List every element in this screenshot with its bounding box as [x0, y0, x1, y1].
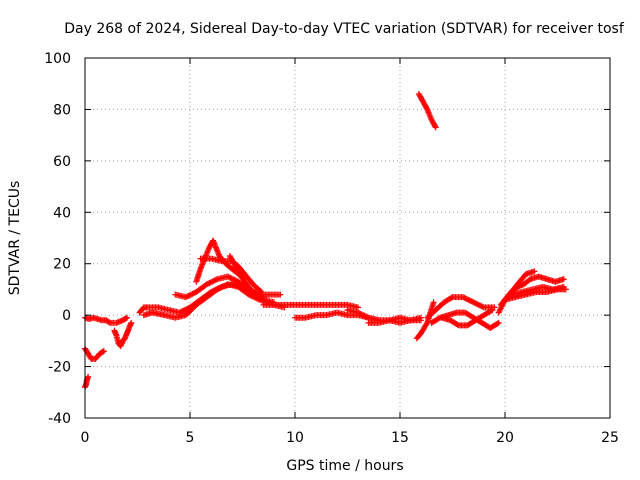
- data-point-marker: [257, 288, 264, 294]
- data-point-marker: [179, 308, 186, 315]
- data-point-marker: [355, 304, 361, 311]
- series-arc-2: [82, 345, 107, 362]
- chart-title: Day 268 of 2024, Sidereal Day-to-day VTE…: [64, 21, 625, 37]
- x-tick-label: 20: [496, 430, 514, 446]
- data-point-marker: [99, 348, 106, 355]
- data-point-marker: [277, 291, 284, 298]
- data-point-marker: [106, 319, 113, 326]
- plot-frame: [84, 57, 611, 419]
- data-point-marker: [531, 268, 538, 275]
- y-tick-labels: -40 -20 0 20 40 60 80 100: [44, 51, 71, 427]
- data-point-marker: [462, 295, 469, 302]
- data-point-marker: [128, 319, 135, 326]
- data-point-marker: [430, 299, 437, 306]
- x-axis-label: GPS time / hours: [286, 458, 403, 474]
- y-tick-label: 100: [44, 51, 71, 67]
- x-tick-label: 25: [601, 430, 619, 446]
- data-point-marker: [448, 294, 455, 301]
- y-axis-label: SDTVAR / TECUs: [7, 181, 23, 296]
- x-tick-labels: 0 5 10 15 20 25: [81, 430, 619, 446]
- axis-ticks: [84, 57, 611, 419]
- y-tick-label: -40: [48, 411, 71, 427]
- x-tick-label: 5: [186, 430, 195, 446]
- x-tick-label: 15: [391, 430, 409, 446]
- series-arc-16: [415, 91, 439, 131]
- data-point-marker: [85, 373, 92, 380]
- data-point-marker: [494, 320, 501, 327]
- data-point-marker: [560, 283, 567, 290]
- data-point-marker: [432, 123, 438, 130]
- data-point-marker: [259, 295, 266, 302]
- series-arc-11: [260, 301, 361, 311]
- data-point-marker: [488, 307, 495, 314]
- x-tick-label: 0: [81, 430, 90, 446]
- y-tick-label: -20: [48, 360, 71, 376]
- data-point-marker: [489, 307, 496, 313]
- data-points: [82, 91, 569, 391]
- data-point-marker: [560, 276, 567, 283]
- y-tick-label: 80: [53, 102, 71, 118]
- y-tick-label: 20: [53, 257, 71, 273]
- data-point-marker: [423, 105, 430, 112]
- data-point-marker: [495, 319, 502, 326]
- y-tick-label: 40: [53, 205, 71, 221]
- data-point-marker: [123, 315, 129, 322]
- y-tick-label: 0: [62, 308, 71, 324]
- data-point-marker: [432, 124, 439, 131]
- series-arc-1: [82, 373, 92, 391]
- series-arc-21: [497, 268, 538, 308]
- series-arc-4: [111, 319, 135, 349]
- data-point-marker: [423, 321, 430, 328]
- series-arc-3: [82, 314, 130, 326]
- data-point-marker: [124, 314, 130, 321]
- y-tick-label: 60: [53, 154, 71, 170]
- grid-lines: [85, 58, 610, 418]
- series-arc-23: [508, 283, 567, 298]
- data-point-marker: [418, 317, 424, 324]
- data-point-marker: [185, 292, 192, 299]
- x-tick-label: 10: [286, 430, 304, 446]
- series-arc-17: [424, 294, 498, 321]
- data-point-marker: [258, 289, 265, 295]
- series-arc-19: [439, 307, 496, 329]
- series-arc-14: [365, 314, 424, 326]
- data-point-marker: [213, 276, 219, 283]
- data-point-marker: [100, 348, 107, 355]
